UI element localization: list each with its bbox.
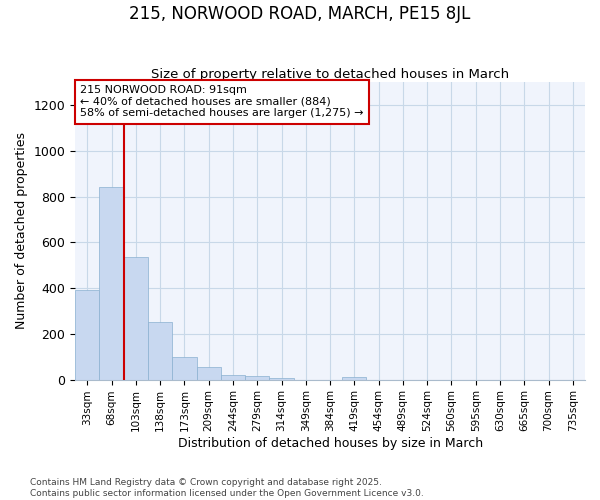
X-axis label: Distribution of detached houses by size in March: Distribution of detached houses by size …	[178, 437, 482, 450]
Text: Contains HM Land Registry data © Crown copyright and database right 2025.
Contai: Contains HM Land Registry data © Crown c…	[30, 478, 424, 498]
Bar	[100, 188, 124, 380]
Bar	[148, 322, 172, 380]
Bar	[197, 367, 221, 380]
Bar	[75, 290, 100, 380]
Title: Size of property relative to detached houses in March: Size of property relative to detached ho…	[151, 68, 509, 81]
Y-axis label: Number of detached properties: Number of detached properties	[15, 132, 28, 330]
Bar	[342, 378, 367, 380]
Bar	[124, 257, 148, 380]
Bar	[221, 375, 245, 380]
Bar	[172, 356, 197, 380]
Bar	[245, 376, 269, 380]
Text: 215 NORWOOD ROAD: 91sqm
← 40% of detached houses are smaller (884)
58% of semi-d: 215 NORWOOD ROAD: 91sqm ← 40% of detache…	[80, 85, 364, 118]
Bar	[269, 378, 293, 380]
Text: 215, NORWOOD ROAD, MARCH, PE15 8JL: 215, NORWOOD ROAD, MARCH, PE15 8JL	[130, 5, 470, 23]
